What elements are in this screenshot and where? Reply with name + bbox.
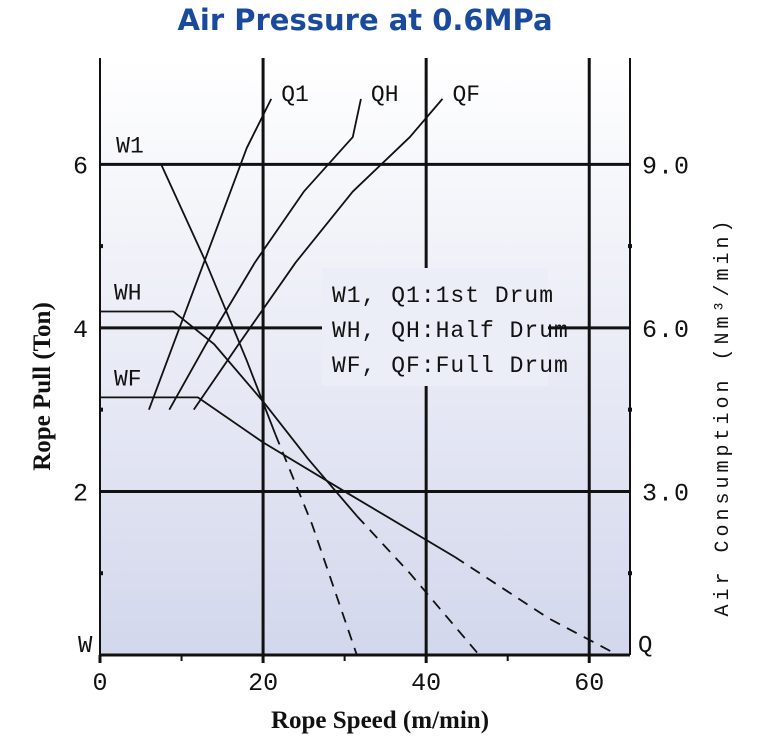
series-dashed-W1 — [274, 433, 358, 656]
series-labels: W1 WH WF Q1 QH QF — [114, 82, 480, 393]
legend-line: WH, QH:Half Drum — [332, 318, 569, 344]
series-label-Q1: Q1 — [281, 82, 309, 108]
y-tick-label: 4 — [73, 316, 88, 345]
y2-axis-label: Air Consumption (Nm³/min) — [712, 216, 735, 616]
y2-tick-label: 6.0 — [642, 316, 690, 345]
legend-box — [322, 268, 548, 386]
x-tick-label: 20 — [248, 669, 278, 698]
series-label-QH: QH — [371, 82, 399, 108]
corner-label-right: Q — [638, 633, 652, 660]
chart-title: Air Pressure at 0.6MPa — [177, 3, 552, 37]
series-line-QF — [193, 98, 444, 411]
legend-backdrop — [322, 268, 548, 386]
y-axis-label: Rope Pull (Ton) — [29, 302, 56, 471]
y-minor-tick — [99, 407, 103, 412]
series-line-WF — [100, 396, 456, 558]
series-label-W1: W1 — [116, 133, 144, 159]
tick-labels: 0 20 40 60 2 4 6 3.0 6.0 9.0 W Q — [73, 152, 690, 698]
series-line-Q1 — [148, 98, 273, 410]
y2-minor-tick — [628, 407, 632, 412]
x-tick-label: 40 — [411, 669, 441, 698]
legend: W1, Q1:1st Drum WH, QH:Half Drum WF, QF:Fu… — [332, 283, 569, 379]
series-label-WF: WF — [114, 366, 142, 392]
axes — [98, 58, 632, 663]
legend-line: WF, QF:Full Drum — [332, 353, 569, 379]
y2-minor-tick — [628, 571, 632, 576]
legend-line: W1, Q1:1st Drum — [332, 283, 554, 309]
y2-minor-tick — [628, 244, 632, 249]
y-minor-tick — [99, 571, 103, 576]
series-label-WH: WH — [114, 281, 142, 307]
x-tick-label: 0 — [92, 669, 107, 698]
x-axis-label: Rope Speed (m/min) — [271, 707, 489, 734]
y-tick-label: 6 — [73, 152, 88, 181]
y-minor-tick — [99, 244, 103, 249]
x-tick-label: 60 — [574, 669, 604, 698]
y2-tick-label: 3.0 — [642, 479, 690, 508]
series-lines — [100, 98, 619, 656]
series-label-QF: QF — [452, 82, 480, 108]
corner-label-left: W — [78, 633, 93, 660]
series-dashed-WH — [356, 515, 480, 656]
y-tick-label: 2 — [73, 479, 88, 508]
series-line-QH — [168, 98, 362, 411]
series-line-WH — [100, 310, 358, 517]
y2-tick-label: 9.0 — [642, 152, 690, 181]
